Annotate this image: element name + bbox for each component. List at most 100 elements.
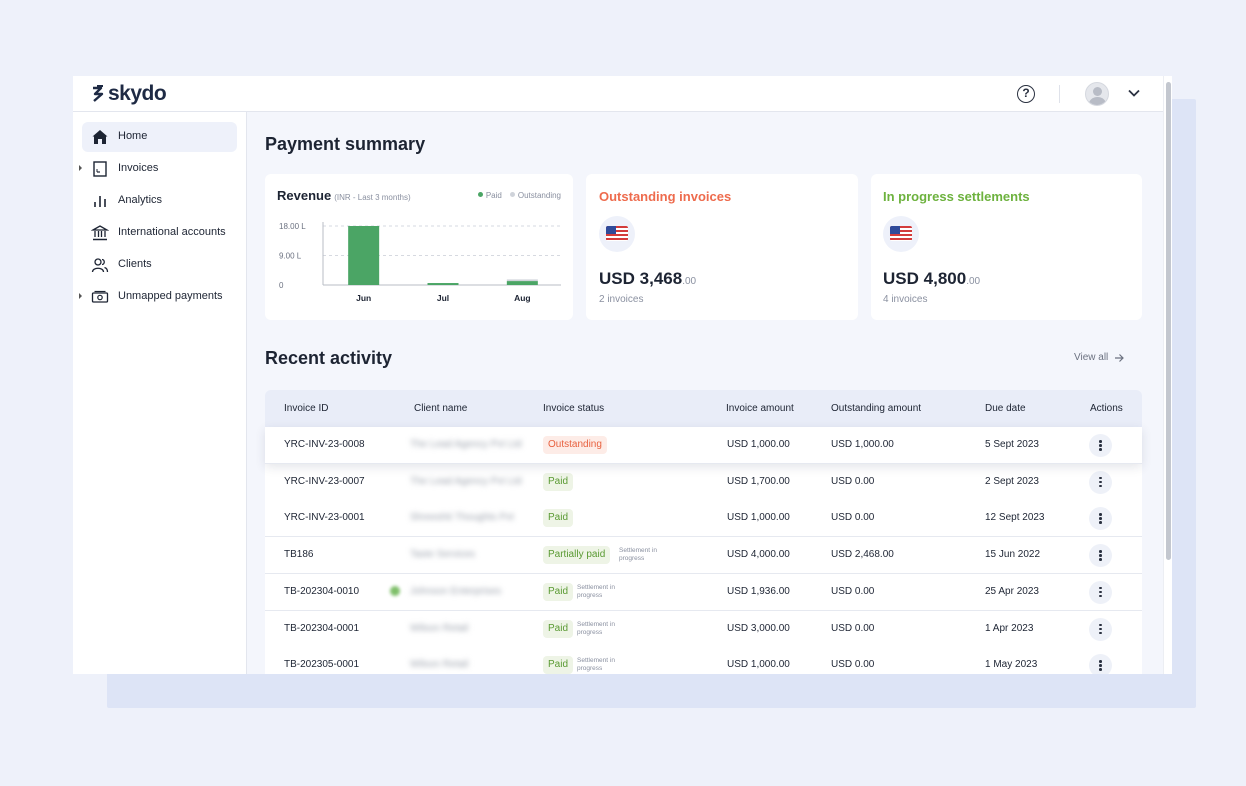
invoice-id[interactable]: YRC-INV-23-0007 bbox=[284, 475, 365, 487]
invoice-icon bbox=[93, 161, 107, 177]
us-flag-icon bbox=[890, 226, 912, 241]
x-tick-label: Jun bbox=[356, 293, 371, 303]
avatar-head bbox=[1093, 87, 1102, 96]
recent-activity-title: Recent activity bbox=[265, 348, 393, 368]
table-row[interactable]: TB186 Taste Services Partially paid Settlem… bbox=[265, 537, 1142, 575]
table-row[interactable]: TB-202304-0001 Wilson Retail Paid Settlemen… bbox=[265, 610, 1142, 648]
in-progress-settlements-card[interactable]: In progress settlements USD 4,800.00 4 i… bbox=[871, 174, 1142, 320]
due-date: 1 Apr 2023 bbox=[985, 622, 1034, 634]
invoice-id[interactable]: YRC-INV-23-0008 bbox=[284, 439, 365, 450]
sidebar-item-international-accounts[interactable]: International accounts bbox=[82, 218, 237, 248]
chart-legend: Paid Outstanding bbox=[477, 191, 561, 200]
outstanding-amount: USD 0.00 bbox=[831, 475, 875, 487]
outstanding-amount: USD 0.00 bbox=[831, 622, 875, 634]
status-badge: Paid bbox=[543, 582, 574, 601]
in-progress-amount: USD 4,800.00 bbox=[883, 269, 980, 289]
legend-outstanding-label: Outstanding bbox=[517, 191, 561, 200]
sidebar-item-analytics[interactable]: Analytics bbox=[82, 186, 237, 216]
row-actions-button[interactable] bbox=[1089, 434, 1112, 457]
sidebar-item-label: Clients bbox=[118, 258, 152, 270]
sidebar-item-unmapped-payments[interactable]: Unmapped payments bbox=[79, 282, 237, 312]
table-row[interactable]: YRC-INV-23-0008 The Lead Agency Pvt Ltd Ou… bbox=[265, 427, 1142, 464]
divider bbox=[1059, 85, 1060, 103]
invoice-id[interactable]: YRC-INV-23-0001 bbox=[284, 512, 365, 524]
x-tick-label: Jul bbox=[437, 293, 449, 303]
invoice-id[interactable]: TB-202304-0001 bbox=[284, 622, 360, 634]
legend-paid-label: Paid bbox=[485, 191, 502, 200]
sidebar-item-invoices[interactable]: Invoices bbox=[79, 154, 237, 184]
expand-caret-icon[interactable] bbox=[79, 293, 82, 299]
invoice-amount: USD 4,000.00 bbox=[727, 549, 790, 561]
row-actions-button[interactable] bbox=[1089, 544, 1112, 568]
client-name: Johnson Enterprises bbox=[410, 585, 502, 597]
settlement-note: Settlement in progress bbox=[577, 657, 615, 673]
sidebar-item-clients[interactable]: Clients bbox=[82, 250, 237, 280]
invoice-amount: USD 3,000.00 bbox=[727, 622, 790, 634]
scrollbar[interactable] bbox=[1163, 76, 1172, 674]
outstanding-invoices-card[interactable]: Outstanding invoices USD 3,468.00 2 invo… bbox=[586, 174, 858, 320]
client-name: Shreeshti Thoughts Pvt bbox=[410, 512, 514, 524]
more-vertical-icon bbox=[1099, 660, 1102, 671]
logo[interactable]: skydo bbox=[90, 82, 167, 106]
invoice-amount: USD 1,000.00 bbox=[727, 512, 790, 524]
amount-decimals: .00 bbox=[966, 276, 981, 287]
help-icon[interactable]: ? bbox=[1017, 85, 1035, 103]
status-badge: Outstanding bbox=[543, 436, 607, 454]
avatar[interactable] bbox=[1085, 82, 1109, 106]
scrollbar-thumb[interactable] bbox=[1166, 82, 1171, 560]
table-row[interactable]: YRC-INV-23-0001 Shreeshti Thoughts Pvt Pai… bbox=[265, 500, 1142, 538]
table-row[interactable]: TB-202304-0010 Johnson Enterprises Paid Set… bbox=[265, 573, 1142, 611]
more-vertical-icon bbox=[1099, 586, 1102, 598]
avatar-body bbox=[1089, 97, 1106, 105]
invoice-id[interactable]: TB186 bbox=[284, 549, 314, 561]
brand-name: skydo bbox=[108, 82, 167, 105]
legend-outstanding: Outstanding bbox=[509, 191, 561, 200]
skydo-logo-icon bbox=[93, 85, 104, 102]
status-badge: Paid bbox=[543, 656, 574, 674]
expand-caret-icon[interactable] bbox=[79, 165, 82, 171]
status-badge: Paid bbox=[543, 509, 574, 528]
invoice-id[interactable]: TB-202304-0010 bbox=[284, 585, 360, 597]
top-bar: skydo ? bbox=[73, 76, 1172, 112]
row-actions-button[interactable] bbox=[1089, 617, 1112, 641]
payment-icon bbox=[91, 290, 109, 303]
client-name: The Lead Agency Pvt Ltd bbox=[410, 439, 522, 450]
table-header: Invoice ID Client name Invoice status In… bbox=[265, 390, 1142, 427]
row-actions-button[interactable] bbox=[1089, 654, 1112, 674]
column-header: Invoice ID bbox=[284, 403, 329, 414]
due-date: 12 Sept 2023 bbox=[985, 512, 1045, 524]
view-all-link[interactable]: View all bbox=[1074, 352, 1125, 363]
in-progress-count: 4 invoices bbox=[883, 294, 928, 305]
status-badge: Partially paid bbox=[543, 546, 611, 565]
due-date: 2 Sept 2023 bbox=[985, 475, 1039, 487]
y-tick-label: 9.00 L bbox=[279, 252, 302, 261]
bank-icon bbox=[91, 225, 109, 241]
invoice-amount: USD 1,000.00 bbox=[727, 439, 790, 450]
bar-paid bbox=[506, 281, 538, 285]
settlement-note: Settlement in progress bbox=[577, 583, 615, 599]
revenue-card: Revenue (INR - Last 3 months) Paid Outsta… bbox=[265, 174, 573, 320]
page-title: Payment summary bbox=[265, 134, 426, 154]
outstanding-amount: USD 0.00 bbox=[831, 659, 875, 671]
row-actions-button[interactable] bbox=[1089, 507, 1112, 531]
row-actions-button[interactable] bbox=[1089, 580, 1112, 604]
due-date: 25 Apr 2023 bbox=[985, 585, 1039, 597]
status-badge: Paid bbox=[543, 619, 574, 638]
sidebar-item-home[interactable]: Home bbox=[82, 122, 237, 152]
analytics-icon bbox=[94, 196, 106, 207]
outstanding-amount: USD 0.00 bbox=[831, 585, 875, 597]
invoice-id[interactable]: TB-202305-0001 bbox=[284, 659, 360, 671]
amount-value: 3,468 bbox=[639, 269, 683, 288]
row-actions-button[interactable] bbox=[1089, 470, 1112, 494]
flag-badge bbox=[883, 216, 919, 252]
chevron-down-icon[interactable] bbox=[1127, 86, 1141, 100]
currency-label: USD bbox=[599, 269, 635, 288]
in-progress-title: In progress settlements bbox=[883, 189, 1030, 204]
table-row[interactable]: TB-202305-0001 Wilson Retail Paid Settlemen… bbox=[265, 647, 1142, 674]
outstanding-amount: USD 3,468.00 bbox=[599, 269, 696, 289]
column-header: Outstanding amount bbox=[831, 403, 922, 414]
more-vertical-icon bbox=[1099, 476, 1102, 488]
outstanding-amount: USD 1,000.00 bbox=[831, 439, 894, 450]
table-row[interactable]: YRC-INV-23-0007 The Lead Agency Pvt Ltd Pa… bbox=[265, 463, 1142, 501]
outstanding-amount: USD 2,468.00 bbox=[831, 549, 894, 561]
